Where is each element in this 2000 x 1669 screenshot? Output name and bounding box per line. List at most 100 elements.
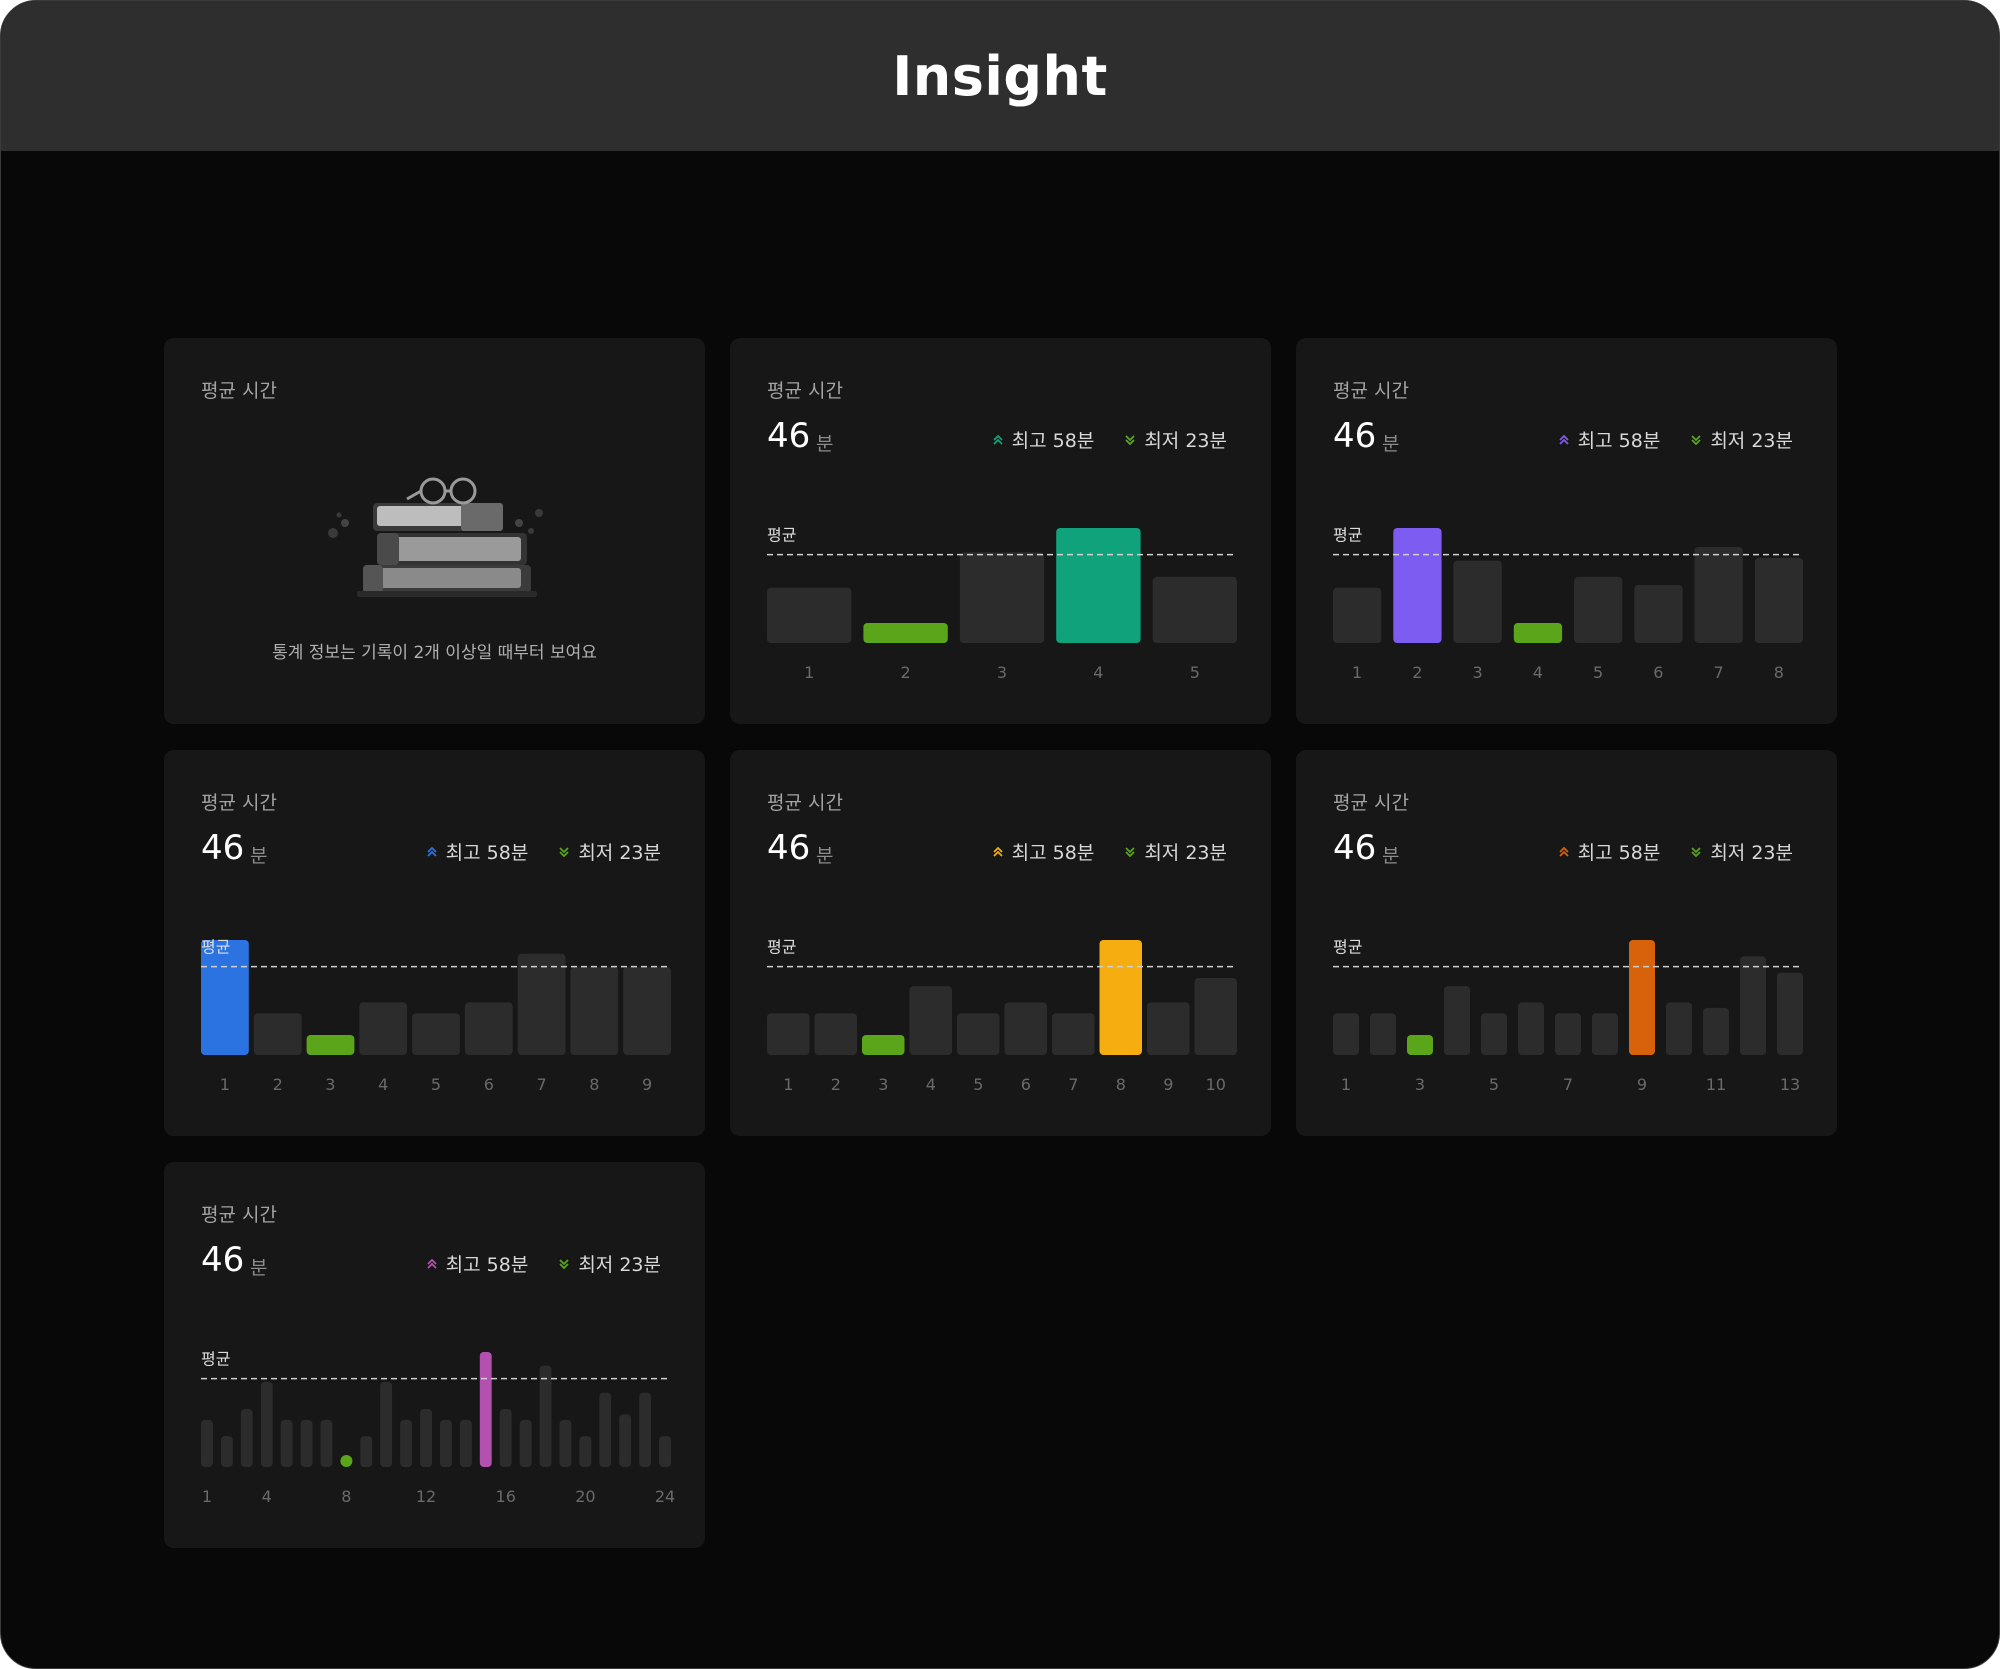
double-chevron-down-icon [1125,846,1135,857]
chart-bar [412,1013,460,1055]
average-line-label: 평균 [201,1350,230,1369]
average-value: 46 [767,416,811,456]
chart-bar [579,1436,592,1467]
x-tick-label: 11 [1706,1075,1726,1094]
x-tick-label: 4 [926,1075,936,1094]
x-tick-label: 9 [1637,1075,1647,1094]
double-chevron-down-icon [1691,846,1701,857]
x-tick-label: 5 [1190,663,1200,682]
x-tick-label: 1 [220,1075,230,1094]
chart-bar [380,1381,393,1467]
low-value: 최저 23분 [1144,430,1227,452]
chart-bar [1703,1007,1729,1055]
chart-bar-high [1629,940,1655,1055]
bar-chart: 1 2 3 4 5 6 7 8 9 10 평균 [767,938,1237,1094]
x-tick-label: 8 [589,1075,599,1094]
chart-bar [767,587,852,643]
chart-bar [1694,547,1743,643]
double-chevron-up-icon [427,1258,437,1269]
chart-bar [1333,587,1382,643]
x-tick-label: 5 [973,1075,983,1094]
x-tick-label: 8 [1774,663,1784,682]
chart-bar-high [201,940,249,1055]
average-time-card: 평균 시간 46 분 최고 58분 최저 23분 1 2 3 4 5 6 7 8 평균 [1296,338,1837,724]
x-tick-label: 1 [804,663,814,682]
x-tick-label: 16 [496,1487,516,1506]
average-line-label: 평균 [1333,938,1362,957]
high-value: 최고 58분 [1011,430,1095,452]
high-value: 최고 58분 [1011,842,1095,864]
x-tick-label: 6 [1021,1075,1031,1094]
chart-bar [814,1013,857,1055]
low-value: 최저 23분 [578,842,661,864]
average-unit: 분 [250,1257,268,1279]
chart-bar-low [306,1035,355,1055]
bar-chart: 1 2 3 4 5 6 7 8 평균 [1333,526,1804,682]
chart-bar [253,1013,302,1055]
chart-bar [440,1419,452,1467]
double-chevron-down-icon [559,846,569,857]
x-tick-label: 5 [1489,1075,1499,1094]
chart-bar [1194,978,1237,1055]
empty-state-message: 통계 정보는 기록이 2개 이상일 때부터 보여요 [272,643,597,663]
average-time-card: 평균 시간 46 분 최고 58분 최저 23분 1 2 3 4 5 평균 [730,338,1271,724]
average-value: 46 [201,1240,245,1280]
chart-bar [1147,1002,1190,1055]
x-tick-label: 1 [202,1487,212,1506]
chart-bar-high [1393,528,1442,643]
x-tick-label: 1 [783,1075,793,1094]
chart-bar [1004,1002,1047,1055]
chart-bar-low [340,1455,353,1467]
chart-bar [1481,1013,1507,1055]
double-chevron-down-icon [559,1258,569,1269]
x-tick-label: 3 [1415,1075,1425,1094]
chart-bar [959,552,1045,643]
x-tick-label: 2 [831,1075,841,1094]
chart-bar [1370,1013,1396,1055]
chart-bar [1574,576,1623,643]
chart-bar [1777,972,1803,1055]
chart-bar [1453,560,1502,643]
high-low-stats: 최고 58분 최저 23분 [426,1250,661,1277]
x-tick-label: 4 [262,1487,272,1506]
chart-bar [260,1381,273,1467]
double-chevron-down-icon [1125,434,1135,445]
x-tick-label: 24 [655,1487,675,1506]
chart-bar-high [1056,528,1141,643]
x-tick-label: 12 [416,1487,436,1506]
chart-bar [659,1436,671,1467]
average-unit: 분 [1382,433,1400,455]
x-tick-label: 1 [1352,663,1362,682]
average-unit: 분 [816,433,834,455]
chart-bar [599,1392,612,1467]
chart-bar [300,1419,313,1467]
x-tick-label: 1 [1341,1075,1351,1094]
chart-bar [1555,1013,1581,1055]
high-low-stats: 최고 58분 최저 23분 [992,426,1227,453]
x-tick-label: 8 [341,1487,351,1506]
chart-bar [519,1419,532,1467]
high-low-stats: 최고 58분 최저 23분 [1558,838,1793,865]
x-tick-label: 13 [1780,1075,1800,1094]
chart-bar-low [1513,623,1563,643]
chart-bar [957,1013,1000,1055]
double-chevron-down-icon [1691,434,1701,445]
card-title: 평균 시간 [767,380,843,402]
card-title: 평균 시간 [767,792,843,814]
average-unit: 분 [816,845,834,867]
x-tick-label: 7 [537,1075,547,1094]
x-tick-label: 4 [1533,663,1543,682]
x-tick-label: 5 [1593,663,1603,682]
x-tick-label: 3 [878,1075,888,1094]
average-unit: 분 [1382,845,1400,867]
x-tick-label: 10 [1206,1075,1226,1094]
average-value: 46 [201,828,245,868]
title-bar: Insight [1,1,1999,151]
x-tick-label: 8 [1116,1075,1126,1094]
average-time-card-empty: 평균 시간 통계 정보 [164,338,705,724]
average-line-label: 평균 [767,938,796,957]
double-chevron-up-icon [1559,846,1569,857]
card-title: 평균 시간 [1333,380,1409,402]
chart-bar [1754,557,1804,643]
